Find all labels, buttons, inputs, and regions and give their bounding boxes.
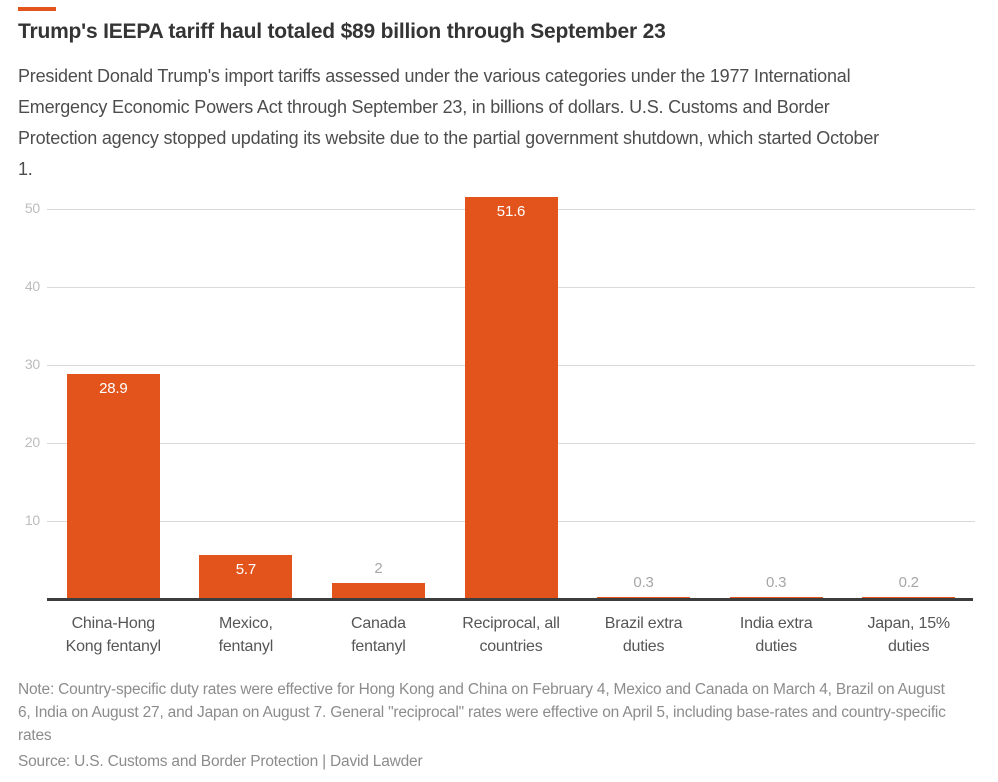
chart-subtitle: President Donald Trump's import tariffs … [18, 66, 879, 179]
y-tick-label: 40 [24, 278, 40, 294]
chart-note: Note: Country-specific duty rates were e… [18, 681, 946, 745]
x-category-label: Mexico, fentanyl [218, 615, 274, 655]
x-category-label: India extra duties [739, 615, 813, 655]
bar-value-label: 5.7 [235, 560, 256, 578]
y-tick-label: 50 [24, 200, 40, 216]
bar-value-label: 51.6 [496, 202, 526, 220]
chart-bar [199, 554, 293, 599]
chart-bar [464, 196, 558, 599]
chart-title: Trump's IEEPA tariff haul totaled $89 bi… [18, 20, 666, 43]
bar-value-label: 28.9 [99, 379, 128, 397]
x-category-label: China-Hong Kong fentanyl [65, 615, 161, 655]
accent-dash [18, 7, 56, 11]
y-tick-label: 10 [24, 512, 40, 528]
bar-value-label: 2 [374, 560, 383, 578]
chart-bar [331, 583, 425, 599]
bar-value-label: 0.3 [766, 573, 787, 591]
x-axis-line [47, 598, 973, 601]
x-category-label: Brazil extra duties [604, 615, 683, 655]
bar-value-label: 0.2 [898, 574, 919, 592]
x-category-label: Reciprocal, all countries [462, 615, 560, 655]
chart-bar [597, 596, 691, 599]
chart-bar [66, 373, 160, 599]
chart-bar [729, 596, 823, 599]
x-category-label: Japan, 15% duties [867, 615, 950, 655]
y-tick-label: 30 [24, 356, 40, 372]
bar-value-label: 0.3 [633, 573, 654, 591]
x-category-label: Canada fentanyl [350, 615, 406, 655]
chart-source: Source: U.S. Customs and Border Protecti… [18, 753, 423, 770]
y-tick-label: 20 [24, 434, 40, 450]
